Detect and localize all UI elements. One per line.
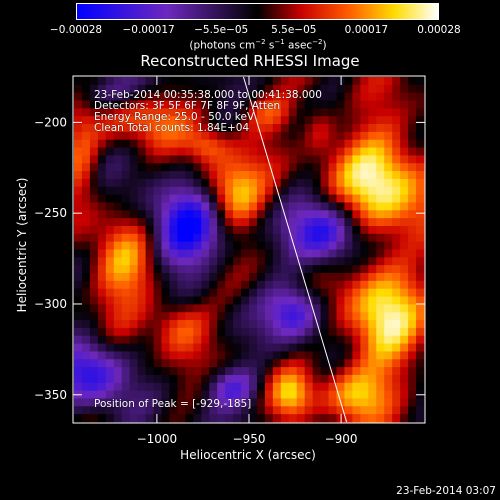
chart-title: Reconstructed RHESSI Image <box>140 52 360 70</box>
colorbar-tick-label: −0.00028 <box>49 24 103 36</box>
annotation-peak: Position of Peak = [-929,-185] <box>94 398 252 410</box>
annotation-time-range: 23-Feb-2014 00:35:38.000 to 00:41:38.000 <box>94 89 322 101</box>
annotation-detectors: Detectors: 3F 5F 6F 7F 8F 9F, Atten <box>94 100 281 112</box>
colorbar <box>76 3 439 20</box>
x-axis-label: Heliocentric X (arcsec) <box>180 448 316 462</box>
colorbar-tick-label: −5.5e−05 <box>194 24 249 36</box>
axis-ticks: −1000 −950 −900 −200 −250 −300 −350 <box>34 76 425 446</box>
footer-timestamp: 23-Feb-2014 03:07 <box>396 485 496 497</box>
annotation-energy: Energy Range: 25.0 - 50.0 keV <box>94 111 255 123</box>
colorbar-tick-label: 0.00028 <box>417 24 461 36</box>
x-tick-label: −1000 <box>137 432 178 446</box>
x-tick-label: −900 <box>325 432 358 446</box>
colorbar-units: (photons cm−2 s−1 asec−2) <box>189 38 327 52</box>
y-tick-label: −300 <box>34 297 67 311</box>
x-tick-label: −950 <box>233 432 266 446</box>
colorbar-tick-label: 0.00017 <box>344 24 389 36</box>
solar-limb-line <box>242 76 348 423</box>
heatmap-image <box>74 77 425 423</box>
y-tick-label: −200 <box>34 115 67 129</box>
y-tick-label: −350 <box>34 388 67 402</box>
annotation-clean: Clean Total counts: 1.84E+04 <box>94 122 250 134</box>
colorbar-tick-label: 5.5e−05 <box>271 24 317 36</box>
y-axis-label: Heliocentric Y (arcsec) <box>15 177 29 313</box>
y-tick-label: −250 <box>34 206 67 220</box>
colorbar-tick-label: −0.00017 <box>122 24 175 36</box>
